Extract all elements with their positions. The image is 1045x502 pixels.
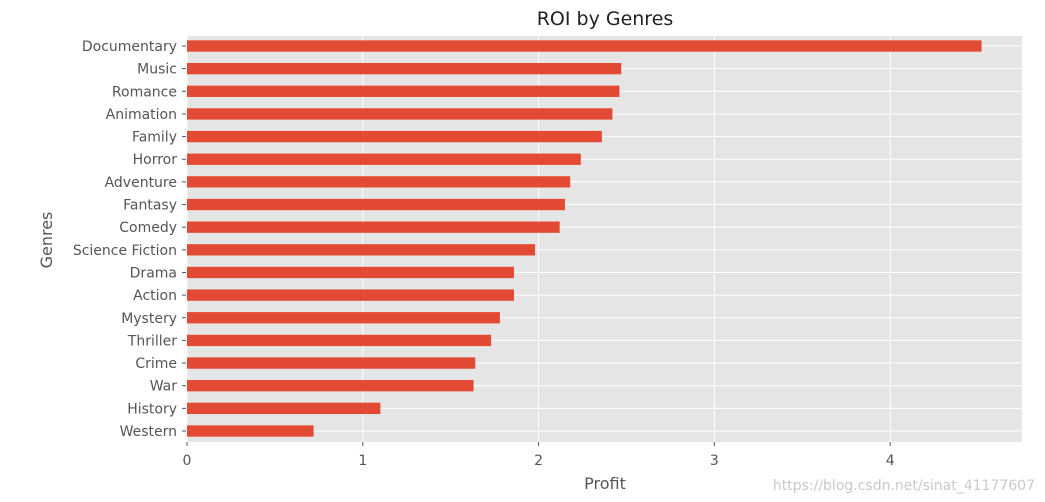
bar-family: [187, 130, 602, 143]
y-tick-label: Action: [133, 288, 177, 304]
bar-western: [187, 425, 314, 437]
bar-science-fiction: [187, 244, 536, 256]
y-tick-label: Adventure: [105, 175, 177, 191]
bar-music: [187, 62, 622, 75]
x-tick-label: 3: [710, 453, 719, 469]
y-tick-label: Drama: [130, 265, 177, 281]
y-tick-label: Mystery: [121, 311, 177, 327]
y-tick-label: History: [127, 401, 177, 417]
bar-fantasy: [187, 198, 565, 211]
bar-documentary: [187, 40, 982, 52]
x-tick-label: 1: [358, 453, 367, 469]
y-tick-label: War: [150, 379, 178, 395]
bar-romance: [187, 85, 620, 97]
x-tick-labels: 0 1 2 3 4: [183, 442, 895, 469]
y-tick-labels: Documentary Music Romance Animation Family Ho…: [73, 39, 186, 440]
y-tick-label: Horror: [133, 152, 178, 168]
bar-animation: [187, 108, 613, 120]
bar-horror: [187, 153, 581, 165]
bar-thriller: [187, 334, 492, 347]
x-axis-label: Profit: [584, 474, 626, 493]
bar-crime: [187, 357, 476, 369]
bar-war: [187, 380, 474, 392]
y-tick-label: Western: [120, 424, 177, 440]
watermark: https://blog.csdn.net/sinat_41177607: [772, 478, 1035, 494]
y-tick-label: Music: [137, 62, 177, 78]
x-tick-label: 4: [886, 453, 895, 469]
bar-mystery: [187, 312, 500, 324]
bar-history: [187, 402, 381, 415]
x-tick-label: 0: [183, 453, 192, 469]
y-tick-label: Family: [132, 130, 177, 146]
y-tick-label: Thriller: [127, 333, 177, 349]
y-tick-label: Documentary: [82, 39, 177, 55]
x-tick-label: 2: [534, 453, 543, 469]
bar-adventure: [187, 176, 571, 188]
y-axis-label: Genres: [37, 212, 56, 269]
y-tick-label: Crime: [135, 356, 177, 372]
bar-comedy: [187, 221, 560, 233]
y-tick-label: Comedy: [119, 220, 177, 236]
y-tick-label: Animation: [106, 107, 177, 123]
bar-drama: [187, 266, 514, 279]
y-tick-label: Fantasy: [123, 198, 177, 214]
plot-area: [187, 36, 1022, 442]
bars-layer: [187, 40, 982, 437]
bar-action: [187, 289, 514, 301]
chart-title: ROI by Genres: [537, 8, 674, 30]
y-tick-label: Romance: [112, 84, 177, 100]
y-tick-label: Science Fiction: [73, 243, 177, 259]
